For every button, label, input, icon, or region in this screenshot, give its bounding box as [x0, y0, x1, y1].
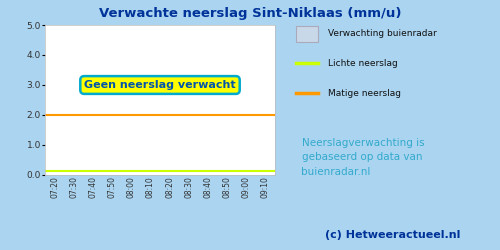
Text: Matige neerslag: Matige neerslag — [328, 88, 402, 98]
Text: Verwachte neerslag Sint-Niklaas (mm/u): Verwachte neerslag Sint-Niklaas (mm/u) — [99, 8, 401, 20]
Text: Verwachting buienradar: Verwachting buienradar — [328, 30, 437, 38]
Text: Geen neerslag verwacht: Geen neerslag verwacht — [84, 80, 236, 90]
Text: (c) Hetweeractueel.nl: (c) Hetweeractueel.nl — [325, 230, 460, 240]
Text: Neerslagverwachting is
gebaseerd op data van
buienradar.nl: Neerslagverwachting is gebaseerd op data… — [302, 138, 424, 177]
FancyBboxPatch shape — [296, 26, 318, 42]
Text: Lichte neerslag: Lichte neerslag — [328, 58, 398, 68]
